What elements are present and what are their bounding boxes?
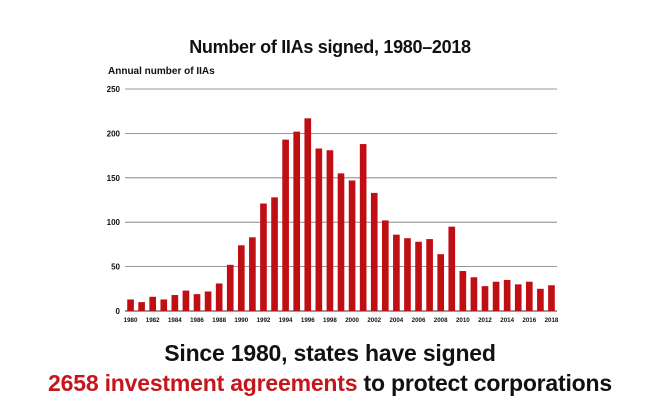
bar-2008 bbox=[437, 254, 445, 311]
bar-1986 bbox=[193, 294, 201, 311]
bar-1991 bbox=[249, 237, 256, 311]
bar-1981 bbox=[138, 302, 145, 311]
bar-1996 bbox=[304, 118, 312, 311]
x-tick-label: 2018 bbox=[545, 317, 559, 324]
bar-2000 bbox=[348, 180, 356, 311]
bar-1989 bbox=[226, 264, 234, 311]
bars bbox=[127, 118, 555, 311]
x-tick-label: 2004 bbox=[389, 317, 403, 324]
x-tick-label: 1982 bbox=[146, 317, 160, 324]
x-tick-label: 2006 bbox=[412, 317, 426, 324]
bar-1997 bbox=[315, 148, 323, 311]
x-tick-label: 1992 bbox=[257, 317, 271, 324]
y-tick-label: 50 bbox=[111, 263, 120, 272]
y-tick-label: 0 bbox=[116, 307, 121, 316]
x-tick-label: 2000 bbox=[345, 317, 359, 324]
x-tick-label: 2014 bbox=[500, 317, 514, 324]
bar-2010 bbox=[459, 271, 467, 311]
bar-2016 bbox=[525, 281, 533, 311]
x-tick-label: 1980 bbox=[124, 317, 138, 324]
x-tick-label: 2012 bbox=[478, 317, 492, 324]
bar-2003 bbox=[381, 220, 389, 311]
bar-2005 bbox=[404, 238, 411, 311]
x-tick-labels: 1980 1982 1984 1986 1988 1990 1992 1994 1996 1998… bbox=[124, 317, 559, 324]
bar-1994 bbox=[282, 139, 289, 311]
x-tick-label: 1986 bbox=[190, 317, 204, 324]
bar-2009 bbox=[448, 226, 456, 311]
bar-1990 bbox=[237, 245, 245, 311]
bar-1980 bbox=[127, 299, 134, 311]
y-axis-title: Annual number of IIAs bbox=[108, 66, 215, 77]
bar-1995 bbox=[293, 131, 301, 311]
bar-2004 bbox=[393, 234, 400, 311]
x-tick-label: 2010 bbox=[456, 317, 470, 324]
bar-1993 bbox=[271, 197, 278, 311]
bar-2013 bbox=[492, 281, 500, 311]
bar-1984 bbox=[171, 295, 179, 311]
y-tick-label: 200 bbox=[107, 129, 121, 138]
bar-1985 bbox=[182, 290, 190, 311]
x-tick-label: 2002 bbox=[367, 317, 381, 324]
bar-2007 bbox=[426, 239, 433, 311]
bar-1987 bbox=[204, 291, 212, 311]
bar-2017 bbox=[537, 288, 544, 311]
x-tick-label: 2008 bbox=[434, 317, 448, 324]
caption-highlight: 2658 investment agreements bbox=[48, 370, 358, 396]
x-tick-label: 1998 bbox=[323, 317, 337, 324]
bar-1999 bbox=[337, 173, 345, 311]
bar-1992 bbox=[260, 203, 267, 311]
caption-rest: to protect corporations bbox=[357, 370, 613, 396]
y-tick-labels: 0 50 100 150 200 250 bbox=[107, 85, 121, 316]
x-tick-label: 1990 bbox=[234, 317, 248, 324]
bar-2006 bbox=[415, 241, 422, 311]
bar-1998 bbox=[326, 150, 334, 311]
bar-1982 bbox=[149, 296, 157, 311]
bar-2018 bbox=[548, 285, 555, 311]
caption-line-2: 2658 investment agreements to protect co… bbox=[0, 370, 660, 397]
x-tick-label: 1994 bbox=[279, 317, 293, 324]
x-tick-label: 1996 bbox=[301, 317, 315, 324]
bar-2012 bbox=[481, 286, 489, 311]
bar-2014 bbox=[503, 279, 511, 311]
x-tick-label: 1984 bbox=[168, 317, 182, 324]
y-tick-label: 250 bbox=[107, 85, 121, 94]
caption-line-1: Since 1980, states have signed bbox=[164, 340, 496, 366]
chart-title: Number of IIAs signed, 1980–2018 bbox=[189, 37, 471, 57]
x-tick-label: 2016 bbox=[522, 317, 536, 324]
y-tick-label: 150 bbox=[107, 174, 121, 183]
y-tick-label: 100 bbox=[107, 218, 121, 227]
bar-2002 bbox=[370, 192, 378, 311]
bar-1988 bbox=[215, 283, 223, 311]
bar-2011 bbox=[470, 277, 478, 311]
x-tick-label: 1988 bbox=[212, 317, 226, 324]
bar-2001 bbox=[359, 144, 367, 311]
bar-1983 bbox=[160, 299, 168, 311]
bar-2015 bbox=[514, 284, 522, 311]
